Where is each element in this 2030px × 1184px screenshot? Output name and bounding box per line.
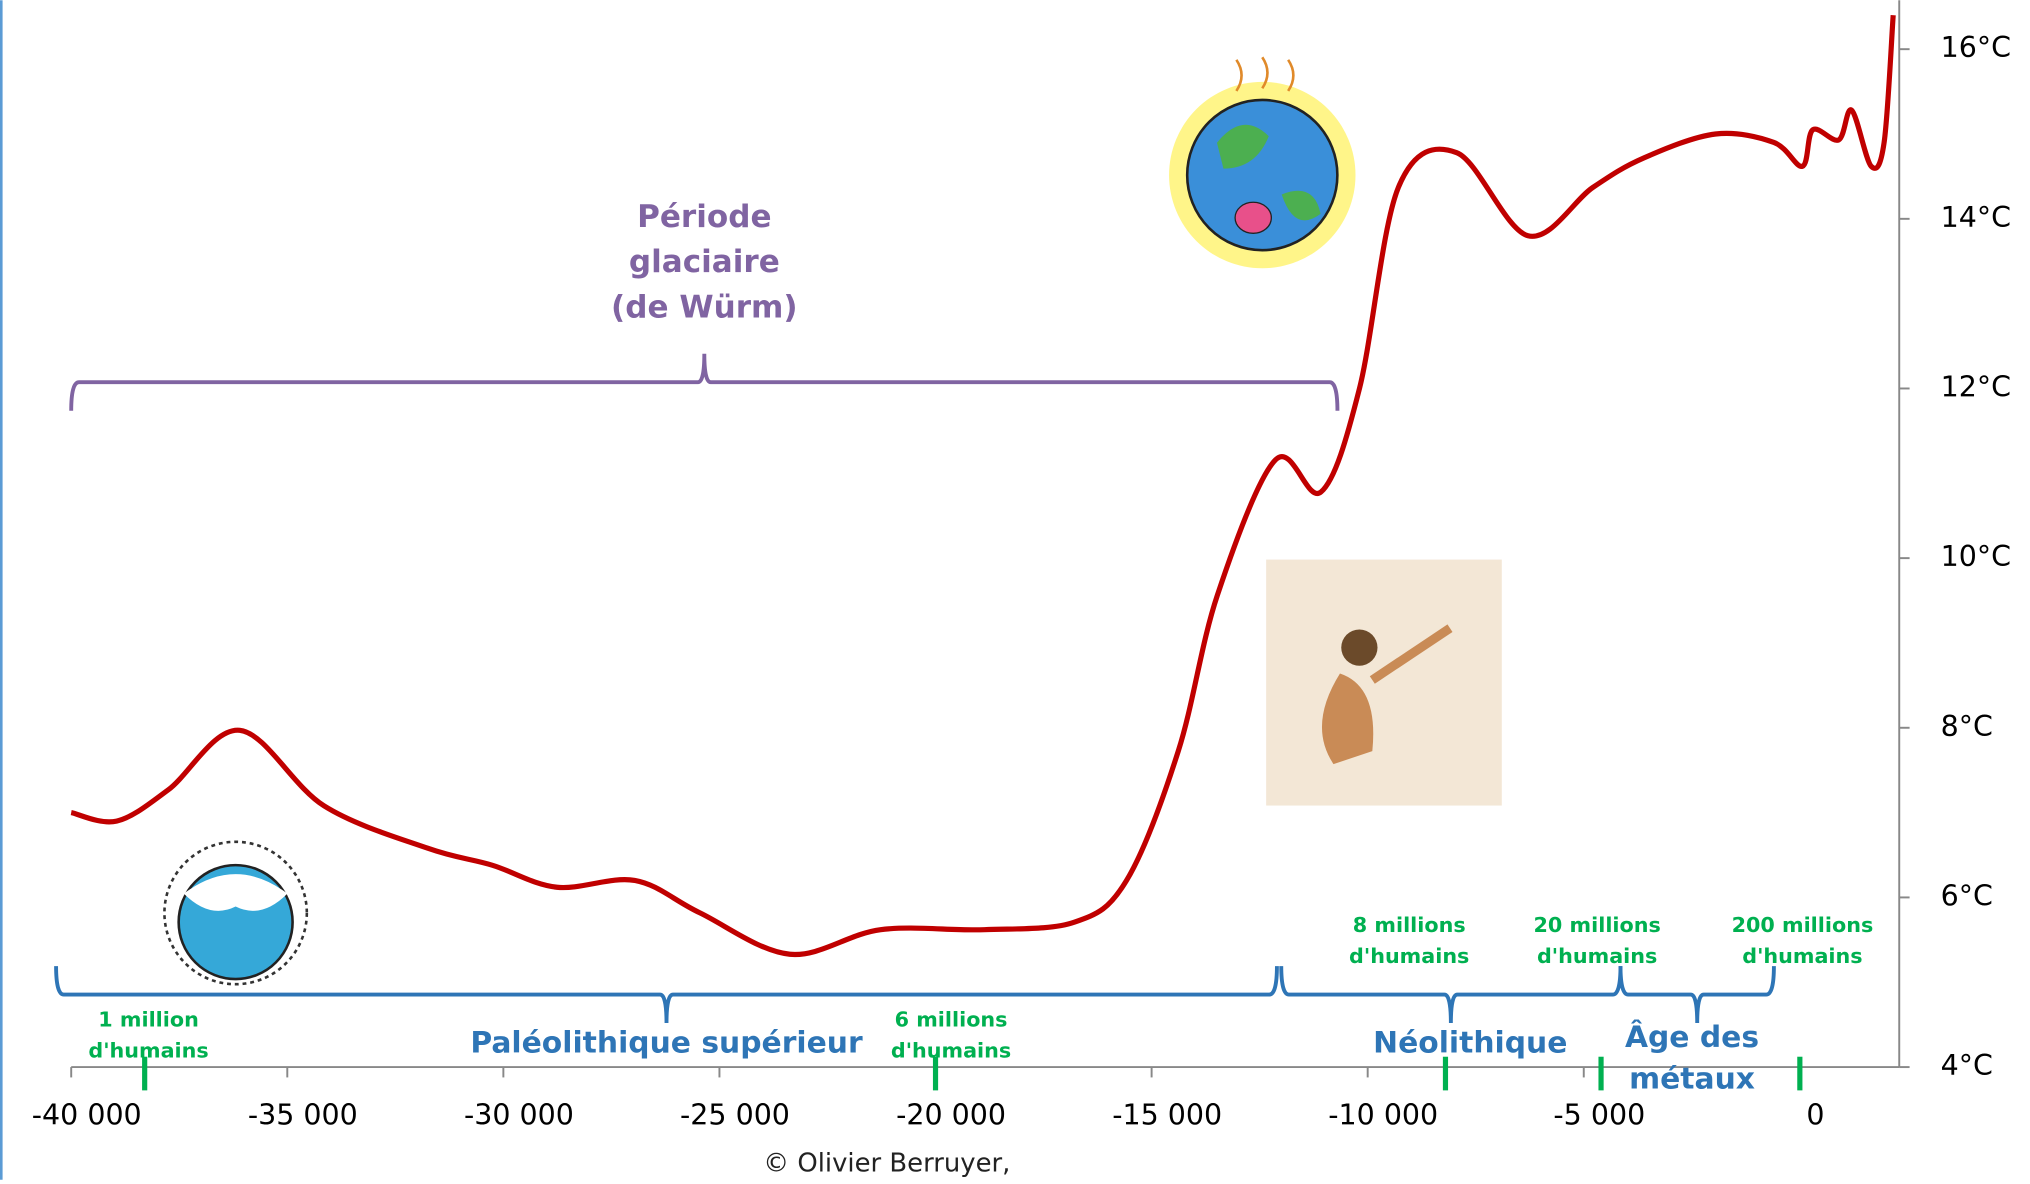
population-label: 200 millions — [1732, 913, 1874, 937]
frozen-earth-icon — [163, 840, 309, 986]
population-label: d'humains — [1349, 944, 1469, 968]
era-brace — [1279, 966, 1623, 1024]
x-tick-label: -30 000 — [464, 1098, 574, 1131]
x-tick-label: -20 000 — [896, 1098, 1006, 1131]
credit: © Olivier Berruyer, — [763, 1149, 1010, 1179]
era-label: Âge des — [1625, 1019, 1759, 1055]
hot-earth-icon — [1169, 56, 1356, 269]
x-tick-label: -10 000 — [1328, 1098, 1438, 1131]
y-tick-label: 10°C — [1941, 540, 2011, 573]
era-label: métaux — [1629, 1062, 1755, 1097]
x-tick-label: -25 000 — [680, 1098, 790, 1131]
x-tick-label: 0 — [1806, 1098, 1824, 1131]
population-label: 1 million — [98, 1007, 199, 1031]
glacial-label: Période — [637, 199, 771, 235]
temperature-line — [70, 15, 1896, 957]
glacial-label: (de Würm) — [611, 289, 798, 325]
y-tick-label: 8°C — [1941, 710, 1993, 743]
glacial-label: glaciaire — [629, 244, 780, 280]
population-label: d'humains — [1537, 944, 1657, 968]
x-tick-label: -5 000 — [1553, 1098, 1645, 1131]
era-label: Paléolithique supérieur — [470, 1025, 863, 1060]
population-label: d'humains — [1742, 944, 1862, 968]
era-brace — [1618, 966, 1776, 1024]
x-tick-label: -15 000 — [1112, 1098, 1222, 1131]
population-label: 8 millions — [1353, 913, 1466, 937]
y-tick-label: 12°C — [1941, 370, 2011, 403]
y-tick-label: 14°C — [1941, 201, 2011, 234]
population-label: d'humains — [891, 1039, 1011, 1063]
y-tick-label: 16°C — [1941, 31, 2011, 64]
population-label: d'humains — [88, 1039, 208, 1063]
x-tick-label: -40 000 — [32, 1098, 142, 1131]
population-label: 20 millions — [1534, 913, 1661, 937]
era-label: Néolithique — [1373, 1025, 1567, 1060]
caveman-image — [1266, 559, 1502, 806]
y-tick-label: 4°C — [1941, 1049, 1993, 1082]
x-tick-label: -35 000 — [248, 1098, 358, 1131]
glacial-brace — [69, 353, 1340, 411]
population-label: 6 millions — [895, 1007, 1008, 1031]
era-brace — [54, 966, 1279, 1024]
y-tick-label: 6°C — [1941, 879, 1993, 912]
